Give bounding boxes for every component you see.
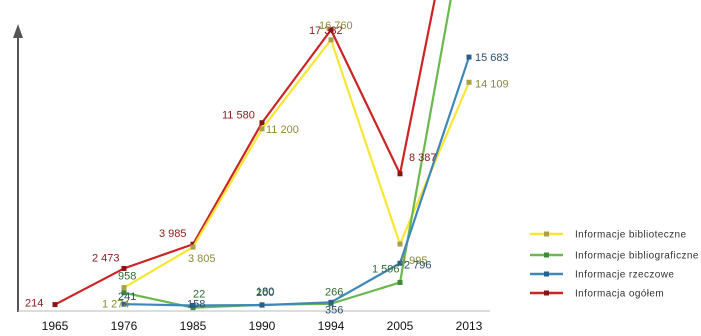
legend-marker (544, 231, 549, 237)
data-label: 241 (118, 291, 136, 303)
data-label: 17 382 (309, 25, 343, 37)
legend-item: Informacje bibliograficzne (530, 251, 699, 262)
data-point (328, 299, 334, 305)
data-point (328, 27, 334, 33)
data-label: 356 (325, 304, 343, 316)
x-tick-label: 2005 (387, 319, 414, 333)
data-point (121, 290, 127, 296)
data-point (190, 241, 196, 247)
data-point (397, 260, 403, 266)
data-label: 14 109 (475, 78, 509, 90)
series-layer (52, 0, 472, 311)
x-tick-label: 1994 (318, 319, 345, 333)
legend-item: Informacje rzeczowe (530, 270, 674, 281)
data-label-layer: 214 2 473 3 985 11 580 17 382 8 387 1 274 3 805… (25, 20, 509, 316)
series-line (123, 56, 471, 307)
data-label: 200 (256, 287, 274, 299)
data-label: 11 200 (266, 124, 299, 136)
data-point (328, 37, 334, 43)
x-tick-label: 1976 (111, 319, 138, 333)
series-3 (52, 0, 436, 308)
data-label: 22 (193, 289, 205, 301)
data-point (121, 301, 127, 307)
data-point (121, 265, 127, 271)
y-axis (13, 24, 23, 312)
data-point (397, 279, 403, 285)
legend-marker (544, 252, 549, 258)
data-label: 3 985 (159, 228, 187, 240)
y-axis-arrow-icon (13, 24, 23, 38)
data-point (466, 79, 472, 85)
data-label: 16 760 (319, 20, 353, 32)
legend: Informacje biblioteczne Informacje biblio… (530, 230, 699, 300)
x-tick-label: 1990 (249, 319, 276, 333)
data-point (190, 302, 196, 308)
data-label: 158 (187, 298, 205, 310)
x-tick-label: 1965 (42, 319, 69, 333)
data-point (52, 302, 58, 308)
x-tick-label: 1985 (180, 319, 207, 333)
data-label: 3 995 (400, 255, 428, 267)
data-label: 958 (118, 271, 136, 283)
data-label: 8 387 (409, 152, 437, 164)
data-point (259, 302, 265, 308)
legend-marker (544, 290, 549, 296)
data-point (397, 171, 403, 177)
data-label: 11 580 (222, 110, 255, 122)
data-point (121, 285, 127, 291)
data-label: 15 683 (475, 52, 509, 64)
data-point (259, 126, 265, 132)
data-point (259, 120, 265, 126)
data-label: 2 473 (92, 252, 120, 264)
data-label: 214 (25, 298, 43, 310)
legend-label: Informacje rzeczowe (575, 270, 674, 281)
legend-item: Informacja ogółem (530, 289, 664, 300)
data-label: 2 796 (404, 259, 432, 271)
legend-item: Informacje biblioteczne (530, 230, 687, 241)
data-point (466, 54, 472, 60)
data-point (190, 244, 196, 250)
data-point (397, 241, 403, 247)
series-2 (121, 54, 472, 308)
x-tick-label: 2013 (456, 319, 483, 333)
data-label: 266 (325, 287, 343, 299)
legend-label: Informacja ogółem (575, 289, 664, 300)
legend-marker (544, 271, 549, 277)
data-label: 180 (256, 286, 274, 298)
legend-label: Informacje biblioteczne (575, 230, 687, 241)
x-tick-labels: 1965 1976 1985 1990 1994 2005 2013 (42, 319, 483, 333)
data-label: 3 805 (188, 253, 216, 265)
data-label: 1 596 (372, 263, 400, 275)
data-label: 1 274 (102, 299, 130, 311)
legend-label: Informacje bibliograficzne (575, 251, 699, 262)
